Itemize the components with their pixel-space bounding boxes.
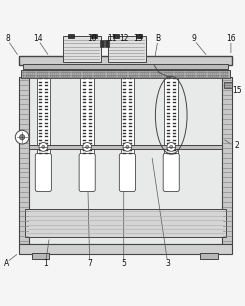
Bar — [164, 78, 178, 155]
Bar — [23, 64, 229, 69]
Bar — [19, 56, 232, 65]
Bar — [19, 244, 232, 254]
Circle shape — [126, 145, 129, 148]
Text: 5: 5 — [121, 259, 126, 268]
Bar — [113, 34, 119, 38]
Circle shape — [170, 145, 173, 148]
Bar — [21, 77, 230, 244]
Bar — [200, 253, 218, 259]
Text: B: B — [155, 35, 160, 43]
Bar — [136, 34, 142, 38]
FancyBboxPatch shape — [35, 154, 51, 192]
Text: 3: 3 — [165, 259, 170, 268]
Text: 8: 8 — [6, 35, 10, 43]
Text: 14: 14 — [34, 35, 43, 43]
Circle shape — [83, 143, 92, 151]
Circle shape — [42, 145, 45, 148]
Bar — [80, 78, 94, 155]
FancyBboxPatch shape — [163, 154, 179, 192]
Bar — [105, 40, 109, 47]
Bar — [25, 209, 226, 237]
Bar — [37, 78, 50, 155]
Bar — [121, 78, 134, 155]
Bar — [91, 34, 97, 38]
Text: 15: 15 — [232, 86, 242, 95]
Text: 2: 2 — [235, 141, 239, 150]
Circle shape — [167, 143, 176, 151]
FancyBboxPatch shape — [79, 154, 95, 192]
Circle shape — [123, 143, 132, 151]
Circle shape — [86, 145, 89, 148]
Text: 7: 7 — [87, 259, 92, 268]
Bar — [29, 145, 222, 149]
Circle shape — [15, 130, 29, 144]
Circle shape — [39, 143, 48, 151]
Bar — [100, 40, 104, 47]
Text: 1: 1 — [43, 259, 48, 268]
Text: 10: 10 — [87, 35, 97, 43]
Circle shape — [20, 135, 25, 140]
Text: 11: 11 — [107, 35, 116, 43]
FancyBboxPatch shape — [119, 154, 135, 192]
Bar — [19, 77, 29, 244]
Text: 13: 13 — [134, 35, 143, 43]
Text: 12: 12 — [119, 35, 128, 43]
Bar — [224, 82, 232, 88]
Text: 16: 16 — [226, 35, 236, 43]
Bar — [68, 34, 74, 38]
Bar — [32, 253, 49, 259]
Text: A: A — [4, 259, 9, 268]
Text: 9: 9 — [192, 35, 197, 43]
Bar — [222, 77, 232, 244]
Bar — [63, 36, 101, 62]
Bar — [108, 36, 146, 62]
Bar — [21, 70, 230, 78]
